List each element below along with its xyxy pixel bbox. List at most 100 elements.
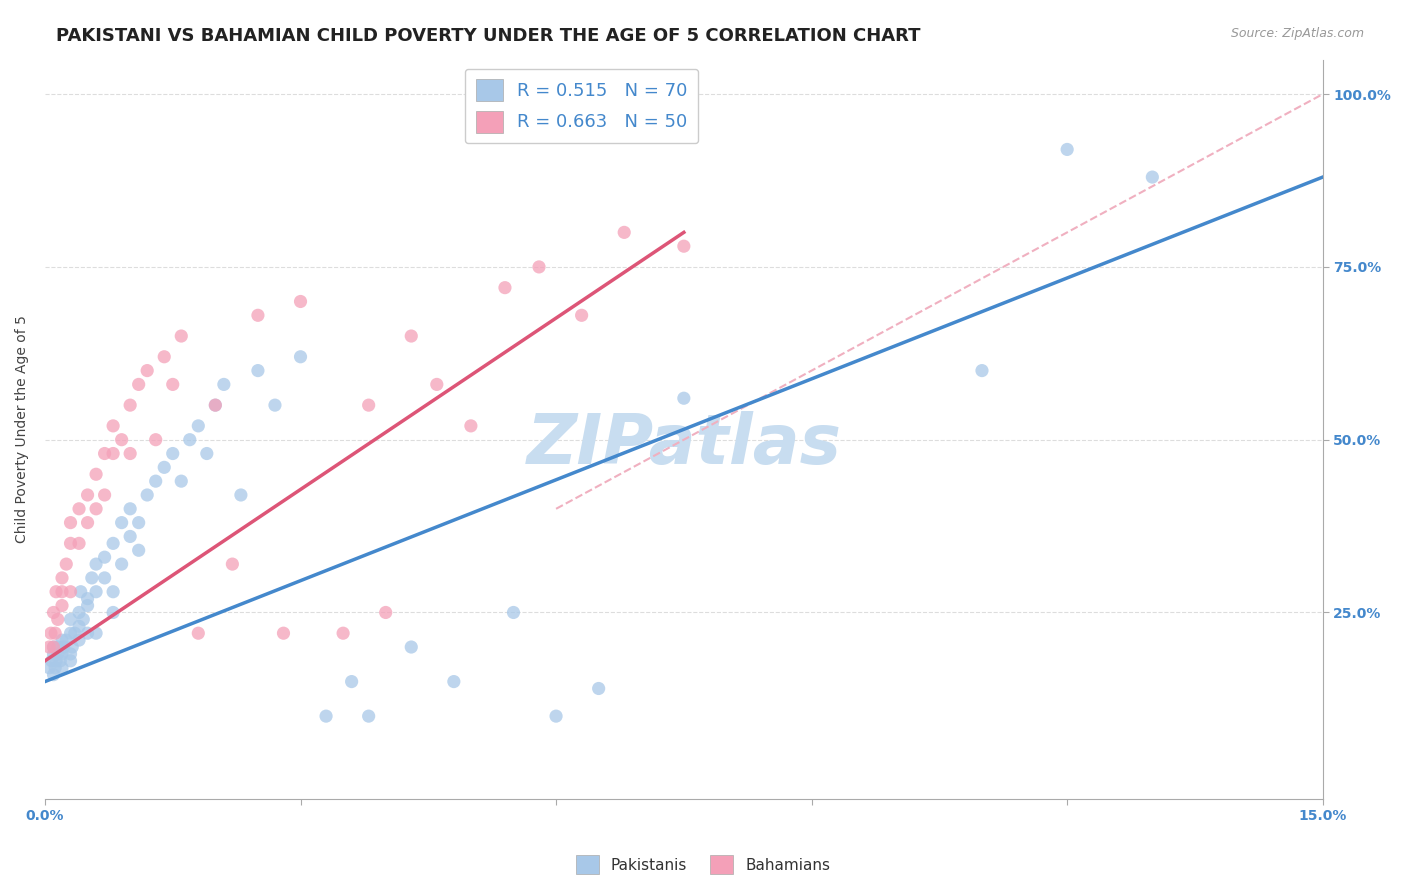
Point bbox=[46, 612, 69, 626]
Point bbox=[153, 460, 176, 475]
Point bbox=[273, 626, 295, 640]
Point bbox=[332, 626, 354, 640]
Point bbox=[42, 640, 65, 654]
Point bbox=[195, 446, 218, 460]
Point bbox=[212, 377, 235, 392]
Point bbox=[46, 640, 69, 654]
Point bbox=[59, 626, 82, 640]
Point bbox=[588, 681, 610, 696]
Text: Source: ZipAtlas.com: Source: ZipAtlas.com bbox=[1230, 27, 1364, 40]
Point bbox=[145, 474, 167, 488]
Point bbox=[120, 398, 142, 412]
Point bbox=[527, 260, 550, 274]
Point bbox=[67, 536, 90, 550]
Point bbox=[340, 674, 363, 689]
Point bbox=[46, 647, 69, 661]
Point bbox=[128, 516, 150, 530]
Point bbox=[111, 433, 134, 447]
Point bbox=[672, 391, 695, 405]
Point bbox=[67, 501, 90, 516]
Point bbox=[401, 640, 423, 654]
Point bbox=[76, 591, 98, 606]
Point bbox=[51, 571, 73, 585]
Point bbox=[357, 709, 380, 723]
Point bbox=[204, 398, 226, 412]
Point bbox=[120, 446, 142, 460]
Point bbox=[63, 626, 86, 640]
Point bbox=[290, 294, 312, 309]
Point bbox=[672, 239, 695, 253]
Point bbox=[120, 501, 142, 516]
Point bbox=[162, 377, 184, 392]
Point bbox=[84, 501, 107, 516]
Point bbox=[111, 516, 134, 530]
Text: ZIPatlas: ZIPatlas bbox=[526, 410, 841, 477]
Point bbox=[1056, 143, 1078, 157]
Point bbox=[204, 398, 226, 412]
Point bbox=[187, 418, 209, 433]
Point bbox=[76, 626, 98, 640]
Point bbox=[187, 626, 209, 640]
Legend: Pakistanis, Bahamians: Pakistanis, Bahamians bbox=[569, 849, 837, 880]
Point bbox=[38, 640, 60, 654]
Legend: R = 0.515   N = 70, R = 0.663   N = 50: R = 0.515 N = 70, R = 0.663 N = 50 bbox=[465, 69, 699, 144]
Point bbox=[42, 667, 65, 681]
Point bbox=[120, 529, 142, 543]
Point bbox=[443, 674, 465, 689]
Point bbox=[84, 467, 107, 482]
Point bbox=[153, 350, 176, 364]
Point bbox=[45, 584, 67, 599]
Point bbox=[374, 606, 396, 620]
Point bbox=[41, 654, 63, 668]
Point bbox=[59, 516, 82, 530]
Point bbox=[246, 308, 269, 322]
Point bbox=[136, 488, 159, 502]
Point bbox=[67, 606, 90, 620]
Point bbox=[80, 571, 103, 585]
Point bbox=[101, 536, 124, 550]
Point bbox=[59, 654, 82, 668]
Point bbox=[229, 488, 252, 502]
Point bbox=[44, 626, 66, 640]
Point bbox=[502, 606, 524, 620]
Point bbox=[60, 640, 83, 654]
Point bbox=[93, 571, 115, 585]
Point bbox=[128, 543, 150, 558]
Point bbox=[55, 633, 77, 648]
Point bbox=[72, 612, 94, 626]
Point bbox=[246, 363, 269, 377]
Point bbox=[145, 433, 167, 447]
Point bbox=[67, 619, 90, 633]
Point bbox=[571, 308, 593, 322]
Point bbox=[93, 550, 115, 565]
Point bbox=[162, 446, 184, 460]
Point bbox=[426, 377, 449, 392]
Point bbox=[101, 606, 124, 620]
Point bbox=[84, 584, 107, 599]
Point bbox=[290, 350, 312, 364]
Point bbox=[51, 599, 73, 613]
Point bbox=[59, 612, 82, 626]
Point bbox=[52, 640, 75, 654]
Point bbox=[613, 226, 636, 240]
Point bbox=[460, 418, 482, 433]
Point bbox=[49, 654, 72, 668]
Point bbox=[494, 280, 516, 294]
Point bbox=[51, 647, 73, 661]
Point bbox=[38, 661, 60, 675]
Point bbox=[42, 606, 65, 620]
Point bbox=[544, 709, 567, 723]
Point bbox=[101, 446, 124, 460]
Point bbox=[59, 647, 82, 661]
Point bbox=[59, 536, 82, 550]
Point bbox=[76, 599, 98, 613]
Point bbox=[45, 654, 67, 668]
Point bbox=[59, 584, 82, 599]
Point bbox=[51, 661, 73, 675]
Point bbox=[93, 488, 115, 502]
Point bbox=[401, 329, 423, 343]
Point bbox=[69, 584, 91, 599]
Point bbox=[51, 633, 73, 648]
Point bbox=[221, 557, 243, 571]
Point bbox=[67, 633, 90, 648]
